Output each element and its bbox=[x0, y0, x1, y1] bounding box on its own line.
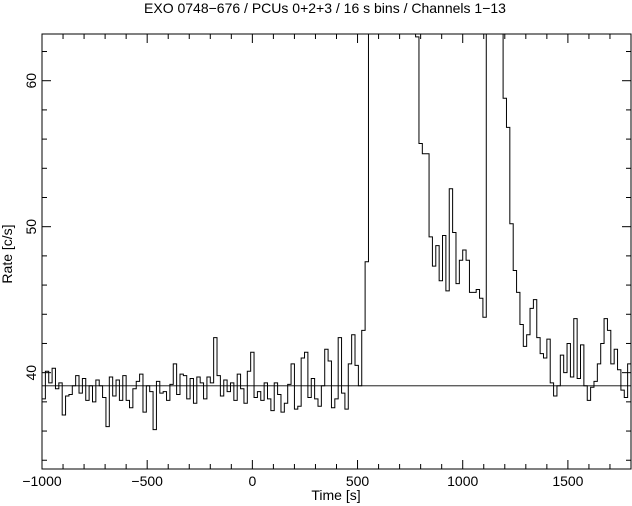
y-tick-label: 50 bbox=[23, 219, 39, 235]
y-tick-label: 40 bbox=[23, 365, 39, 381]
y-tick-label: 60 bbox=[23, 73, 39, 89]
y-axis-label: Rate [c/s] bbox=[0, 224, 15, 283]
series-group bbox=[42, 34, 631, 431]
chart-title: EXO 0748−676 / PCUs 0+2+3 / 16 s bins / … bbox=[144, 0, 506, 16]
x-tick-label: 1000 bbox=[447, 473, 478, 489]
x-axis-label: Time [s] bbox=[311, 487, 360, 503]
series-line-0 bbox=[42, 34, 631, 431]
x-tick-label: −500 bbox=[131, 473, 163, 489]
axis-ticks bbox=[41, 34, 632, 469]
x-tick-label: 1500 bbox=[552, 473, 583, 489]
x-tick-labels: −1000 −500 0 500 1000 1500 bbox=[22, 473, 583, 489]
x-tick-label: 500 bbox=[346, 473, 370, 489]
x-tick-label: −1000 bbox=[22, 473, 62, 489]
x-tick-label: 0 bbox=[248, 473, 256, 489]
plot-frame bbox=[41, 33, 632, 470]
y-tick-labels: 40 50 60 bbox=[23, 73, 39, 381]
